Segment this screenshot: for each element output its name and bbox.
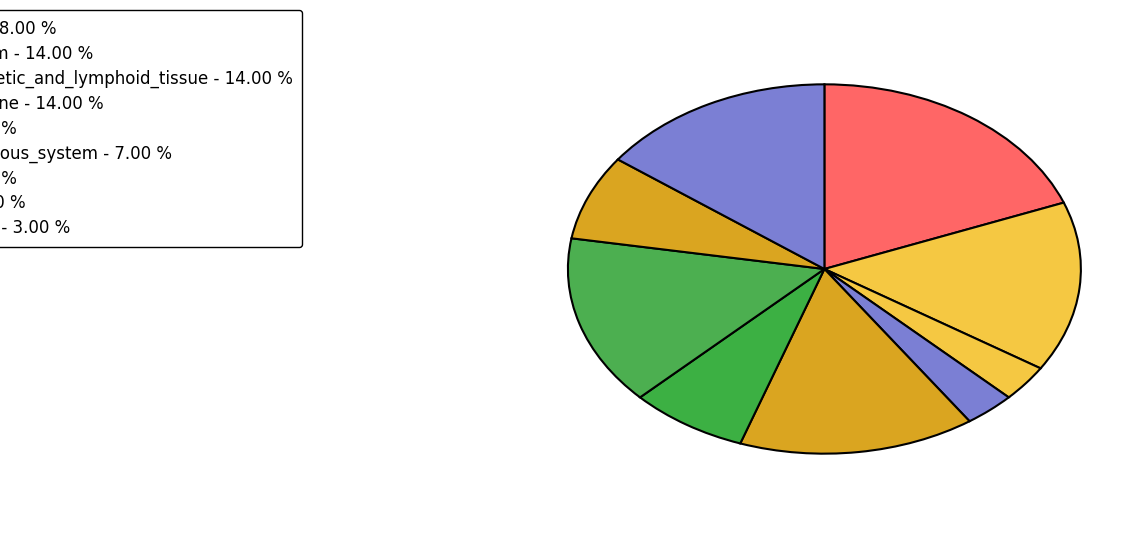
Wedge shape — [824, 269, 1009, 421]
Wedge shape — [824, 203, 1081, 369]
Wedge shape — [571, 159, 824, 269]
Legend: pancreas - 18.00 %, endometrium - 14.00 %, haematopoietic_and_lymphoid_tissue - : pancreas - 18.00 %, endometrium - 14.00 … — [0, 10, 302, 247]
Wedge shape — [824, 84, 1064, 269]
Wedge shape — [640, 269, 824, 443]
Wedge shape — [824, 269, 1041, 398]
Wedge shape — [618, 84, 824, 269]
Wedge shape — [741, 269, 970, 454]
Wedge shape — [568, 238, 824, 398]
